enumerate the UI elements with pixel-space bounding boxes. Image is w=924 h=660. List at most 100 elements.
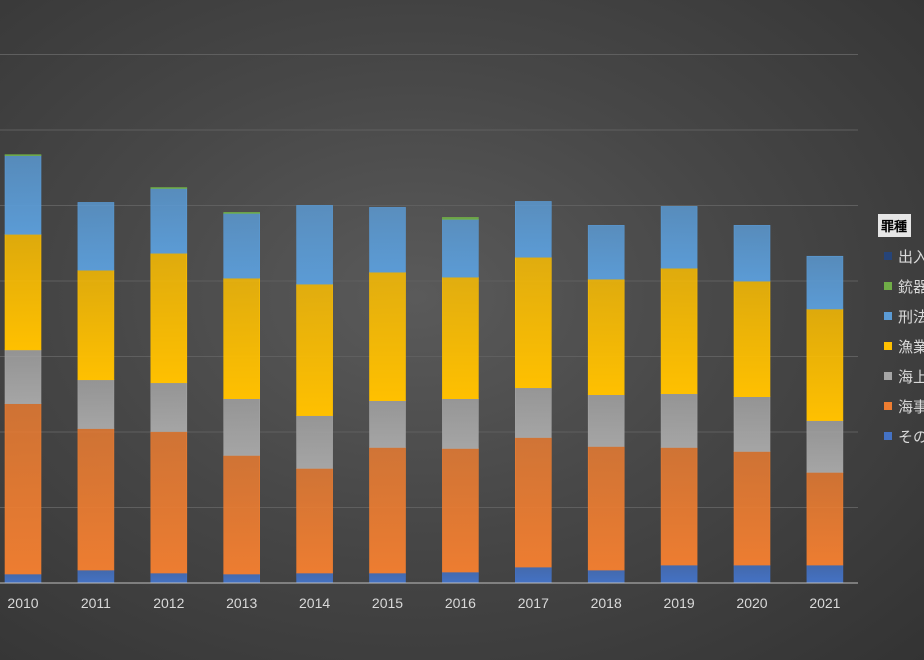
x-tick-label: 2021 xyxy=(809,595,840,611)
bar-segment-2011-その他 xyxy=(77,569,115,584)
legend-swatch xyxy=(884,312,892,320)
legend-item[interactable]: 海事 xyxy=(884,396,924,416)
bar-segment-2010-その他 xyxy=(4,573,42,584)
bar-segment-2012-漁業 xyxy=(150,252,188,384)
x-tick-label: 2018 xyxy=(591,595,622,611)
bar-segment-2013-刑法 xyxy=(223,213,260,279)
legend-swatch xyxy=(884,432,892,440)
bar-segment-2014-その他 xyxy=(296,572,333,584)
bar-segment-2016-海事 xyxy=(442,448,479,573)
bar-segment-2021-刑法 xyxy=(806,255,844,310)
bar-segment-2015-漁業 xyxy=(369,271,406,401)
bar-segment-2014-漁業 xyxy=(296,283,333,416)
bar-segment-2015-刑法 xyxy=(369,207,406,273)
gridlines xyxy=(0,54,858,508)
bar-segment-2012-刑法 xyxy=(150,188,188,254)
bar-segment-2013-銃器 xyxy=(223,212,260,214)
bar-segment-2019-海上 xyxy=(660,393,698,448)
bar-segment-2021-海上 xyxy=(806,420,844,473)
bar-segment-2011-漁業 xyxy=(77,269,115,381)
bar-segment-2020-刑法 xyxy=(733,225,771,282)
legend-item[interactable]: 銃器 xyxy=(884,276,924,296)
bar-segment-2017-その他 xyxy=(514,566,552,584)
bar-segment-2019-その他 xyxy=(660,564,698,584)
legend-item[interactable]: 海上 xyxy=(884,366,924,386)
legend: 罪種 出入銃器刑法漁業海上海事その他 xyxy=(878,214,924,446)
bar-segment-2018-その他 xyxy=(587,569,625,584)
legend-label: 漁業 xyxy=(898,337,924,356)
bar-segment-2012-銃器 xyxy=(150,187,188,189)
bar-segment-2018-海上 xyxy=(587,394,625,447)
bar-segment-2014-海事 xyxy=(296,468,333,574)
bar-segment-2011-海事 xyxy=(77,428,115,571)
bar-segment-2014-刑法 xyxy=(296,205,333,285)
bar-segment-2018-漁業 xyxy=(587,278,625,396)
bar-segment-2020-海上 xyxy=(733,396,771,452)
legend-swatch xyxy=(884,342,892,350)
legend-label: 海上 xyxy=(898,367,924,386)
x-tick-labels: 2010 2011 2012 2013 2014 2015 2016 2017 2018 2019… xyxy=(7,595,840,611)
bar-segment-2010-刑法 xyxy=(4,155,42,235)
bar-segment-2010-海上 xyxy=(4,349,42,404)
bar-segment-2010-海事 xyxy=(4,403,42,575)
bar-segment-2011-海上 xyxy=(77,379,115,429)
x-tick-label: 2016 xyxy=(445,595,476,611)
bar-segment-2019-刑法 xyxy=(660,206,698,269)
bar-segment-2015-海上 xyxy=(369,400,406,448)
legend-title: 罪種 xyxy=(878,214,912,237)
x-tick-label: 2017 xyxy=(518,595,549,611)
bar-segment-2020-その他 xyxy=(733,564,771,584)
bar-segment-2021-その他 xyxy=(806,564,844,584)
bar-segment-2016-銃器 xyxy=(442,217,479,220)
bar-segment-2015-海事 xyxy=(369,447,406,574)
legend-label: 銃器 xyxy=(898,277,924,296)
bar-segment-2012-海上 xyxy=(150,382,188,432)
legend-item[interactable]: 刑法 xyxy=(884,306,924,326)
bar-segment-2019-漁業 xyxy=(660,267,698,395)
bar-segment-2021-海事 xyxy=(806,472,844,566)
bar-segment-2018-海事 xyxy=(587,446,625,571)
legend-item[interactable]: 漁業 xyxy=(884,336,924,356)
legend-item[interactable]: 出入 xyxy=(884,246,924,266)
bar-segment-2010-銃器 xyxy=(4,154,42,156)
legend-label: 出入 xyxy=(898,247,924,266)
x-tick-label: 2015 xyxy=(372,595,403,611)
bar-segment-2016-その他 xyxy=(442,571,479,584)
bar-segment-2013-海上 xyxy=(223,398,260,456)
bar-segment-2021-漁業 xyxy=(806,308,844,421)
bar-segment-2013-海事 xyxy=(223,455,260,575)
x-tick-label: 2010 xyxy=(7,595,38,611)
bar-segment-2010-漁業 xyxy=(4,234,42,351)
bar-segment-2019-海事 xyxy=(660,447,698,566)
bar-segment-2017-海事 xyxy=(514,437,552,568)
bar-segment-2011-刑法 xyxy=(77,202,115,271)
bar-segment-2013-その他 xyxy=(223,573,260,584)
bar-segment-2015-その他 xyxy=(369,572,406,584)
x-tick-label: 2019 xyxy=(664,595,695,611)
x-tick-label: 2013 xyxy=(226,595,257,611)
legend-label: 刑法 xyxy=(898,307,924,326)
x-tick-label: 2014 xyxy=(299,595,330,611)
legend-swatch xyxy=(884,282,892,290)
bar-segment-2016-刑法 xyxy=(442,219,479,278)
legend-swatch xyxy=(884,252,892,260)
legend-item[interactable]: その他 xyxy=(884,426,924,446)
bars xyxy=(4,154,844,584)
bar-segment-2016-漁業 xyxy=(442,276,479,400)
bar-segment-2012-海事 xyxy=(150,431,188,574)
x-tick-label: 2011 xyxy=(81,595,111,611)
bar-segment-2020-海事 xyxy=(733,451,771,566)
bar-segment-2014-海上 xyxy=(296,415,333,469)
bar-segment-2020-漁業 xyxy=(733,280,771,398)
x-tick-label: 2020 xyxy=(736,595,767,611)
legend-swatch xyxy=(884,402,892,410)
legend-swatch xyxy=(884,372,892,380)
bar-segment-2012-その他 xyxy=(150,572,188,584)
legend-label: その他 xyxy=(898,427,924,446)
bar-segment-2018-刑法 xyxy=(587,225,625,280)
bar-segment-2016-海上 xyxy=(442,398,479,449)
x-tick-label: 2012 xyxy=(153,595,184,611)
bar-segment-2017-海上 xyxy=(514,387,552,438)
bar-segment-2017-刑法 xyxy=(514,201,552,258)
